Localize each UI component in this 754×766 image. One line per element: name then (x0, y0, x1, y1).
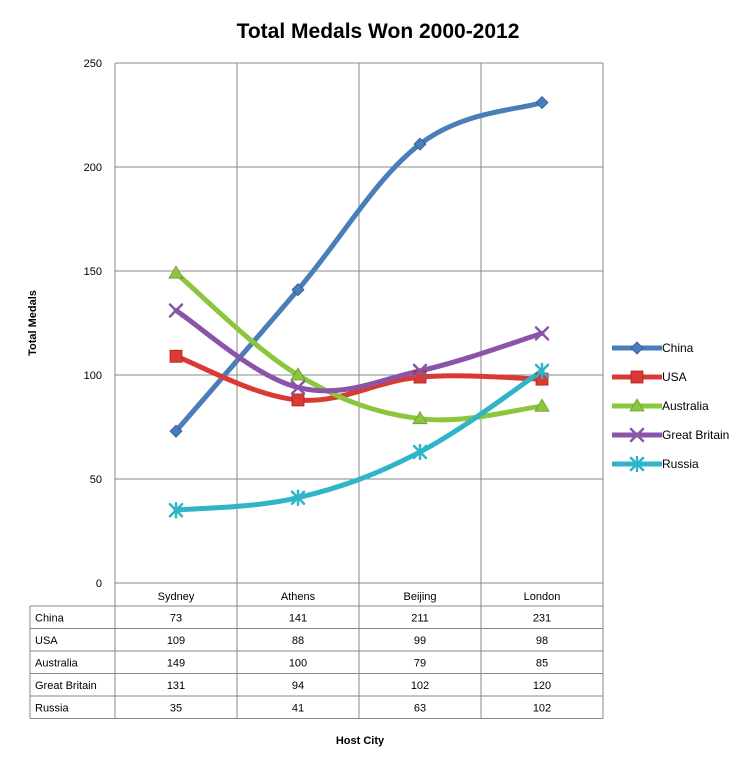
table-cell: 211 (411, 612, 429, 624)
table-row-label: Russia (35, 702, 70, 714)
legend-marker (629, 455, 645, 473)
table-row-label: USA (35, 635, 58, 647)
data-point (168, 303, 184, 318)
table-cell: 41 (292, 702, 304, 714)
y-tick-label: 100 (84, 370, 102, 382)
data-point (169, 424, 183, 438)
x-axis-title: Host City (336, 735, 385, 747)
series-line (173, 308, 545, 394)
table-row-label: Australia (35, 657, 79, 669)
table-cell: 149 (167, 657, 185, 669)
table-cell: 35 (170, 702, 182, 714)
y-tick-label: 250 (84, 58, 102, 70)
table-cell: 88 (292, 635, 304, 647)
data-point (412, 363, 428, 379)
table-row-label: China (35, 612, 65, 624)
legend-marker (630, 370, 644, 384)
series-line (173, 270, 545, 423)
legend-label: Great Britain (662, 428, 729, 442)
table-cell: 99 (414, 635, 426, 647)
table-cell: 102 (411, 680, 429, 692)
data-point (290, 380, 306, 395)
table-cell: 231 (533, 612, 551, 624)
data-point (291, 393, 305, 407)
data-point (290, 489, 306, 506)
table-cell: 94 (292, 680, 304, 692)
series-line (173, 353, 545, 403)
table-cell: 63 (414, 702, 426, 714)
table-cell: 98 (536, 635, 548, 647)
data-point (413, 137, 427, 151)
x-tick-label: Athens (281, 591, 316, 603)
legend-marker (629, 427, 645, 443)
data-point (168, 501, 184, 519)
data-point (534, 398, 550, 412)
series-line (173, 100, 545, 434)
x-tick-label: Beijing (403, 591, 436, 603)
table-cell: 131 (167, 680, 185, 692)
table-cell: 85 (536, 657, 548, 669)
data-point (290, 367, 306, 381)
data-point (535, 95, 549, 110)
table-cell: 100 (289, 657, 307, 669)
y-tick-label: 200 (84, 162, 102, 174)
data-point (412, 410, 428, 425)
data-point (169, 349, 183, 363)
legend-marker (630, 341, 644, 355)
y-axis-title: Total Medals (27, 290, 39, 356)
chart-title: Total Medals Won 2000-2012 (237, 20, 520, 43)
legend-label: China (662, 341, 694, 355)
data-point (534, 326, 550, 341)
legend-marker (629, 398, 645, 412)
data-point (534, 362, 550, 380)
data-point (412, 443, 428, 461)
table-row-label: Great Britain (35, 680, 97, 692)
series-line (173, 368, 545, 513)
table-cell: 73 (170, 612, 182, 624)
y-tick-label: 0 (96, 578, 102, 590)
table-cell: 120 (533, 680, 551, 692)
y-tick-label: 150 (84, 266, 102, 278)
data-point (413, 370, 427, 384)
x-tick-label: Sydney (158, 591, 195, 603)
legend-label: Russia (662, 457, 699, 471)
legend-label: Australia (662, 399, 709, 413)
table-cell: 109 (167, 635, 185, 647)
data-point (168, 265, 184, 279)
table-cell: 79 (414, 657, 426, 669)
legend-label: USA (662, 370, 687, 384)
y-tick-label: 50 (90, 474, 102, 486)
table-cell: 102 (533, 702, 551, 714)
data-point (291, 283, 305, 297)
table-cell: 141 (289, 612, 307, 624)
x-tick-label: London (524, 591, 561, 603)
